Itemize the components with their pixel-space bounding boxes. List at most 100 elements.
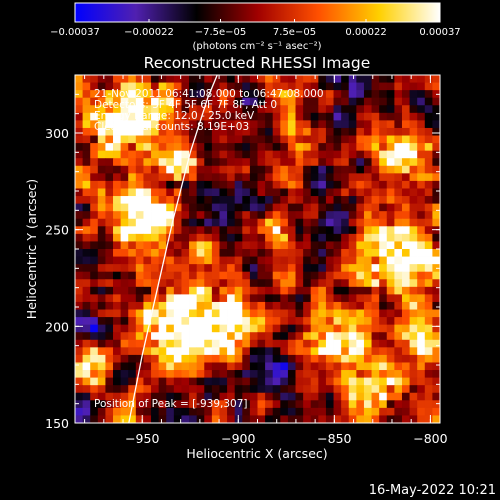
heatmap-cell	[265, 286, 274, 295]
heatmap-cell	[113, 332, 122, 341]
heatmap-cell	[356, 150, 365, 159]
heatmap-cell	[158, 377, 167, 386]
heatmap-cell	[318, 400, 327, 409]
heatmap-cell	[295, 400, 304, 409]
heatmap-cell	[432, 370, 440, 379]
heatmap-cell	[219, 173, 228, 182]
heatmap-cell	[75, 165, 83, 174]
heatmap-cell	[280, 415, 289, 423]
heatmap-cell	[204, 279, 213, 288]
heatmap-cell	[272, 294, 281, 303]
heatmap-cell	[325, 97, 334, 106]
heatmap-cell	[295, 158, 304, 167]
heatmap-cell	[120, 400, 129, 409]
heatmap-cell	[333, 347, 342, 356]
heatmap-cell	[272, 112, 281, 121]
heatmap-cell	[409, 226, 418, 235]
heatmap-cell	[242, 75, 251, 83]
heatmap-cell	[75, 211, 83, 220]
heatmap-cell	[341, 158, 350, 167]
heatmap-cell	[90, 415, 99, 423]
heatmap-cell	[303, 377, 312, 386]
heatmap-cell	[166, 203, 175, 212]
heatmap-cell	[417, 143, 426, 152]
heatmap-cell	[287, 241, 296, 250]
heatmap-cell	[287, 362, 296, 371]
heatmap-cell	[409, 354, 418, 363]
heatmap-cell	[295, 165, 304, 174]
heatmap-cell	[265, 279, 274, 288]
heatmap-cell	[219, 301, 228, 310]
heatmap-cell	[265, 90, 274, 99]
heatmap-cell	[196, 165, 205, 174]
heatmap-cell	[166, 180, 175, 189]
heatmap-cell	[287, 150, 296, 159]
heatmap-cell	[211, 264, 220, 273]
heatmap-cell	[371, 339, 380, 348]
heatmap-cell	[128, 143, 137, 152]
heatmap-cell	[242, 143, 251, 152]
heatmap-cell	[166, 347, 175, 356]
heatmap-cell	[295, 385, 304, 394]
heatmap-cell	[401, 218, 410, 227]
heatmap-cell	[75, 377, 83, 386]
heatmap-cell	[386, 173, 395, 182]
heatmap-cell	[113, 256, 122, 265]
heatmap-cell	[242, 112, 251, 121]
heatmap-cell	[219, 188, 228, 197]
heatmap-cell	[128, 165, 137, 174]
heatmap-cell	[356, 233, 365, 242]
heatmap-cell	[325, 218, 334, 227]
heatmap-cell	[295, 256, 304, 265]
heatmap-cell	[143, 264, 152, 273]
heatmap-cell	[113, 301, 122, 310]
heatmap-cell	[295, 241, 304, 250]
heatmap-cell	[341, 188, 350, 197]
heatmap-cell	[310, 158, 319, 167]
heatmap-cell	[379, 347, 388, 356]
heatmap-cell	[341, 90, 350, 99]
heatmap-cell	[363, 256, 372, 265]
heatmap-cell	[90, 105, 99, 114]
heatmap-cell	[204, 120, 213, 129]
heatmap-cell	[432, 143, 440, 152]
heatmap-cell	[143, 385, 152, 394]
heatmap-cell	[280, 173, 289, 182]
heatmap-cell	[424, 188, 433, 197]
heatmap-cell	[249, 339, 258, 348]
heatmap-cell	[105, 173, 114, 182]
heatmap-cell	[204, 407, 213, 416]
heatmap-cell	[401, 347, 410, 356]
heatmap-cell	[348, 339, 357, 348]
heatmap-cell	[272, 286, 281, 295]
heatmap-cell	[325, 294, 334, 303]
heatmap-cell	[128, 407, 137, 416]
heatmap-cell	[409, 90, 418, 99]
x-tick-label: −900	[221, 431, 255, 446]
heatmap-cell	[287, 196, 296, 205]
heatmap-cell	[401, 354, 410, 363]
heatmap-cell	[151, 97, 160, 106]
heatmap-cell	[348, 241, 357, 250]
heatmap-cell	[143, 377, 152, 386]
heatmap-cell	[303, 339, 312, 348]
heatmap-cell	[379, 271, 388, 280]
heatmap-cell	[401, 256, 410, 265]
heatmap-cell	[394, 173, 403, 182]
heatmap-cell	[120, 233, 129, 242]
heatmap-cell	[417, 362, 426, 371]
heatmap-cell	[151, 127, 160, 136]
heatmap-cell	[303, 309, 312, 318]
heatmap-cell	[234, 339, 243, 348]
heatmap-cell	[371, 317, 380, 326]
heatmap-cell	[310, 392, 319, 401]
heatmap-cell	[173, 392, 182, 401]
heatmap-cell	[204, 112, 213, 121]
heatmap-cell	[249, 112, 258, 121]
heatmap-cell	[303, 370, 312, 379]
heatmap-cell	[386, 392, 395, 401]
heatmap-cell	[249, 173, 258, 182]
colorbar-tick-label: 0.00022	[345, 27, 386, 38]
heatmap-cell	[105, 241, 114, 250]
heatmap-cell	[173, 241, 182, 250]
